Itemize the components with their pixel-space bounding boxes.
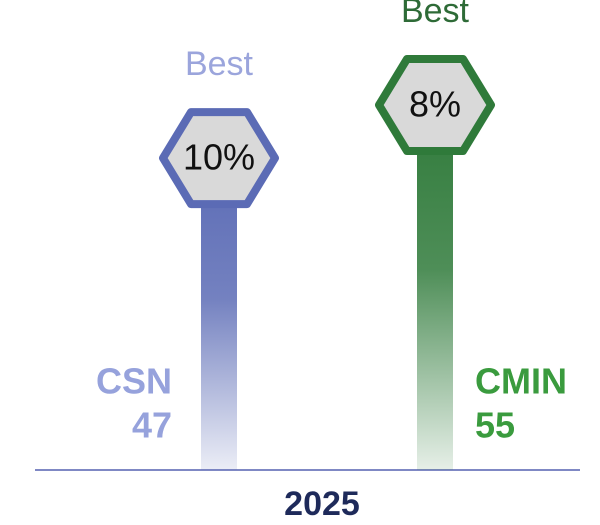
note: Best	[401, 0, 470, 30]
series-name: CSN	[96, 361, 172, 402]
category-label: 2025	[284, 485, 360, 523]
value-label: 55	[475, 405, 515, 446]
rate-label: 10%	[183, 137, 255, 178]
hexagon	[375, 55, 495, 155]
value-label: 47	[132, 405, 172, 446]
bar	[417, 105, 453, 470]
note: Best	[185, 45, 254, 83]
bar	[201, 158, 237, 470]
hexagon	[159, 108, 279, 209]
rate-label: 8%	[409, 84, 461, 125]
series-name: CMIN	[475, 361, 567, 402]
